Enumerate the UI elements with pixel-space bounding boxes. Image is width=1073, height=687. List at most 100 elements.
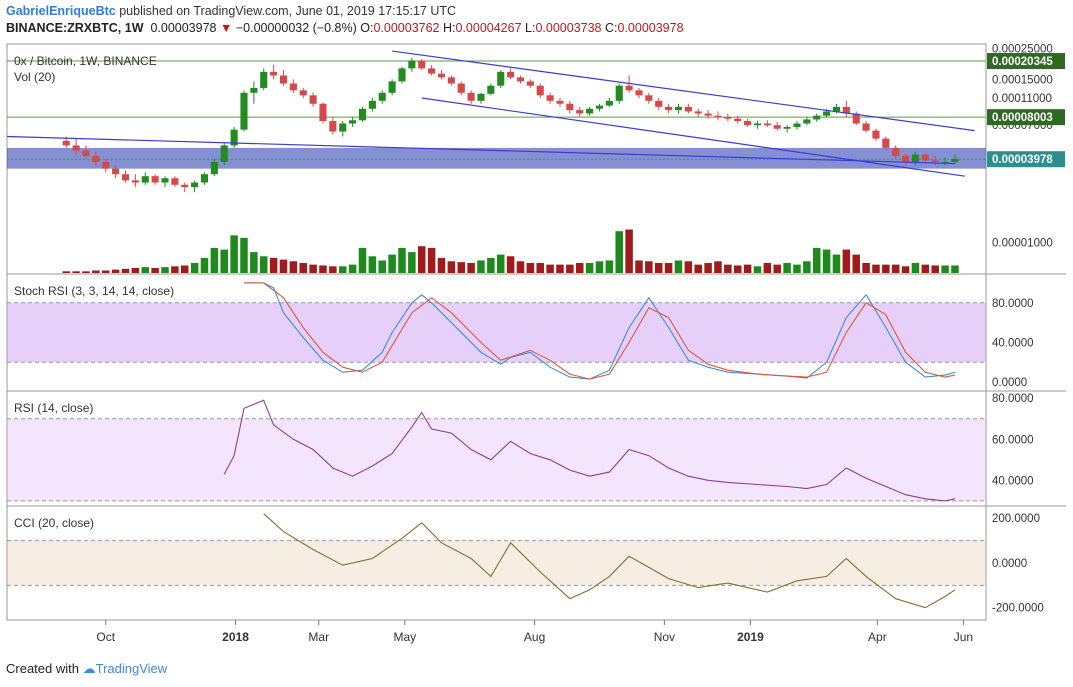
publish-header: GabrielEnriqueBtc published on TradingVi…	[6, 4, 456, 18]
candle-body-39	[447, 77, 455, 84]
price-label-2: 0.00003978	[992, 154, 1053, 166]
volume-bar-74	[793, 264, 801, 273]
volume-bar-46	[516, 261, 525, 273]
volume-bar-81	[862, 262, 870, 273]
volume-bar-55	[605, 260, 614, 273]
volume-bar-8	[141, 267, 149, 273]
volume-bar-80	[852, 254, 860, 273]
price-label-1: 0.00008003	[992, 112, 1053, 124]
tradingview-logo-icon[interactable]: ☁	[82, 661, 96, 676]
volume-bar-78	[832, 254, 841, 273]
volume-bar-42	[477, 260, 485, 273]
candle-body-64	[694, 111, 702, 114]
price-tick-label-0: 0.00025000	[992, 44, 1053, 56]
volume-bar-71	[763, 262, 772, 273]
open-value: 0.00003762	[373, 21, 440, 35]
candle-body-84	[892, 147, 900, 156]
candle-body-44	[497, 71, 505, 86]
candle-body-88	[931, 160, 939, 162]
candle-body-26	[319, 103, 327, 122]
candle-body-52	[576, 110, 584, 114]
volume-bar-4	[101, 270, 110, 273]
volume-bar-17	[230, 235, 238, 273]
volume-bar-35	[408, 252, 416, 273]
volume-bar-32	[378, 260, 386, 273]
candle-body-38	[437, 73, 446, 78]
volume-bar-65	[704, 262, 712, 273]
volume-bar-57	[625, 229, 633, 273]
candle-body-6	[121, 174, 130, 181]
indicator-tick-label-1-2: 0.0000	[992, 377, 1027, 389]
volume-bar-3	[92, 270, 100, 273]
author-link[interactable]: GabrielEnriqueBtc	[6, 4, 116, 18]
volume-bar-24	[299, 262, 307, 273]
volume-bar-16	[220, 249, 228, 273]
volume-bar-36	[417, 246, 426, 273]
candle-body-37	[428, 68, 436, 74]
candle-body-51	[566, 103, 574, 111]
high-label: H:	[443, 21, 456, 35]
footer: Created with ☁TradingView	[6, 661, 167, 677]
candle-body-19	[250, 87, 258, 93]
time-tick-label-6: 2019	[737, 630, 764, 644]
volume-bar-83	[882, 264, 890, 273]
volume-bar-1	[72, 271, 80, 273]
high-value: 0.00004267	[455, 21, 522, 35]
candle-body-56	[615, 85, 623, 101]
indicator-tick-label-2-1: 60.0000	[992, 434, 1034, 446]
candle-body-1	[72, 145, 80, 151]
candle-body-66	[714, 115, 722, 118]
candle-body-20	[260, 71, 268, 88]
volume-bar-52	[575, 262, 584, 273]
candle-body-2	[82, 150, 90, 156]
volume-bar-27	[329, 266, 337, 273]
trendline-0	[6, 135, 955, 165]
candle-body-28	[339, 123, 347, 132]
candle-body-27	[329, 121, 337, 132]
price-label-box-0	[987, 53, 1065, 70]
volume-bar-21	[269, 257, 278, 273]
indicator-tick-label-1-0: 80.0000	[992, 298, 1034, 310]
volume-bar-48	[536, 262, 544, 273]
volume-bar-22	[279, 259, 288, 273]
candle-body-25	[309, 95, 317, 104]
volume-bar-26	[319, 265, 327, 273]
candle-body-74	[793, 123, 801, 127]
candle-body-31	[368, 100, 376, 109]
symbol-label: BINANCE:ZRXBTC, 1W	[6, 21, 144, 35]
candle-body-79	[842, 106, 850, 114]
price-tick-label-1: 0.00015000	[992, 74, 1053, 86]
candle-body-32	[378, 92, 386, 101]
open-label: O:	[360, 21, 374, 35]
time-tick-label-3: May	[393, 630, 416, 644]
candle-body-87	[921, 154, 929, 161]
volume-bar-20	[259, 256, 268, 273]
volume-bar-64	[694, 264, 702, 273]
candle-body-4	[102, 161, 110, 169]
candle-body-10	[161, 178, 169, 183]
volume-bar-43	[487, 257, 495, 273]
candle-body-82	[872, 130, 880, 139]
candle-body-9	[151, 176, 159, 183]
trendline-1	[392, 50, 975, 132]
indicator-title-2: RSI (14, close)	[14, 401, 93, 415]
indicator-tick-label-3-1: 0.0000	[992, 558, 1027, 570]
indicator-line-1-0	[244, 282, 956, 380]
candle-body-7	[131, 180, 139, 183]
candle-body-47	[526, 81, 534, 86]
volume-bar-15	[210, 247, 219, 273]
candle-body-70	[753, 123, 762, 126]
volume-bar-34	[398, 247, 406, 273]
candle-body-17	[230, 129, 238, 146]
indicator-band-1	[7, 302, 986, 363]
tradingview-brand[interactable]: TradingView	[95, 661, 168, 676]
time-tick-label-2: Mar	[308, 630, 329, 644]
volume-bar-63	[684, 261, 693, 273]
volume-bar-56	[615, 231, 623, 273]
support-zone	[7, 147, 986, 169]
candle-body-33	[388, 81, 396, 93]
volume-bar-89	[941, 265, 949, 273]
volume-bar-9	[151, 267, 159, 273]
candle-body-49	[546, 95, 554, 101]
